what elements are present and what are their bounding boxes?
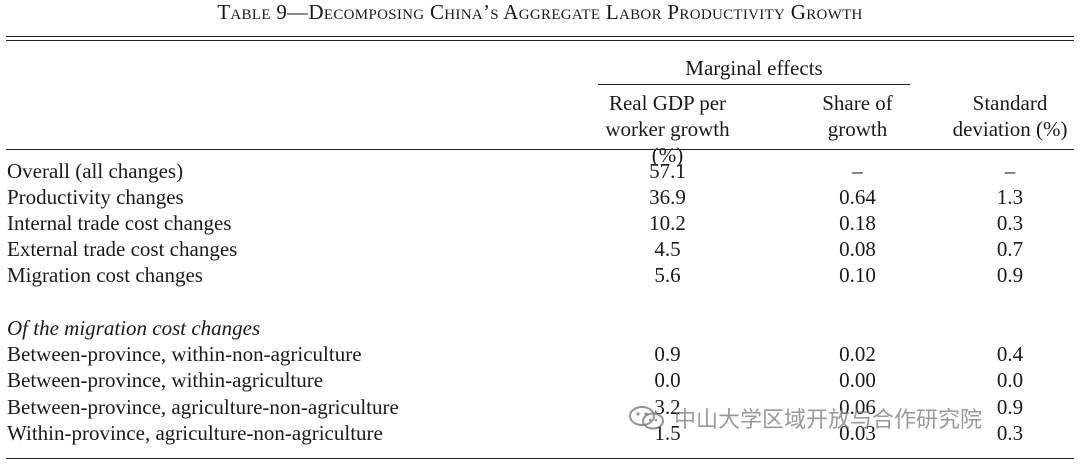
cell-std-dev: 1.3 [996,185,1024,209]
cell-std-dev: 0.3 [996,421,1024,445]
cell-share: 0.10 [839,263,876,287]
header-group-underline [598,84,910,85]
cell-std-dev: 0.0 [996,368,1024,392]
top-rule [6,36,1074,37]
table-title: Table 9—Decomposing China’s Aggregate La… [217,0,863,24]
header-col2-line1: Share of [822,91,893,115]
cell-gdp-growth: 3.2 [654,395,681,419]
row-label: Internal trade cost changes [7,211,232,235]
cell-std-dev: 0.7 [996,237,1024,261]
header-col1-line1: Real GDP per [608,91,727,115]
row-label: Productivity changes [7,185,184,209]
header-col3-line1: Standard [972,91,1048,115]
row-label: Migration cost changes [7,263,203,287]
cell-share: – [852,159,863,183]
cell-gdp-growth: 0.0 [654,368,681,392]
row-label: Between-province, agriculture-non-agricu… [7,395,399,419]
header-col3-line2: deviation (%) [952,117,1068,141]
bottom-rule [6,458,1074,459]
header-col1-line2: worker growth (%) [605,117,730,167]
cell-gdp-growth: 57.1 [649,159,686,183]
cell-share: 0.02 [839,342,876,366]
cell-share: 0.18 [839,211,876,235]
cell-share: 0.00 [839,368,876,392]
cell-gdp-growth: 1.5 [654,421,681,445]
cell-std-dev: 0.4 [996,342,1024,366]
cell-share: 0.03 [839,421,876,445]
cell-share: 0.08 [839,237,876,261]
top-rule-thin [6,40,1074,41]
row-label: Between-province, within-agriculture [7,368,324,392]
cell-std-dev: 0.3 [996,211,1024,235]
cell-gdp-growth: 5.6 [654,263,681,287]
cell-share: 0.06 [839,395,876,419]
row-label: Overall (all changes) [7,159,184,183]
row-label: Within-province, agriculture-non-agricul… [7,421,383,445]
cell-std-dev: 0.9 [996,263,1024,287]
row-label: Between-province, within-non-agriculture [7,342,362,366]
header-group-marginal-effects: Marginal effects [685,56,823,80]
section-label: Of the migration cost changes [7,316,261,340]
row-label: External trade cost changes [7,237,238,261]
header-bottom-rule [6,149,1074,150]
header-col2-line2: growth [827,117,888,141]
cell-gdp-growth: 0.9 [654,342,681,366]
cell-gdp-growth: 36.9 [649,185,686,209]
cell-gdp-growth: 4.5 [654,237,681,261]
cell-std-dev: 0.9 [996,395,1024,419]
cell-std-dev: – [1004,159,1016,183]
cell-share: 0.64 [839,185,876,209]
cell-gdp-growth: 10.2 [649,211,686,235]
